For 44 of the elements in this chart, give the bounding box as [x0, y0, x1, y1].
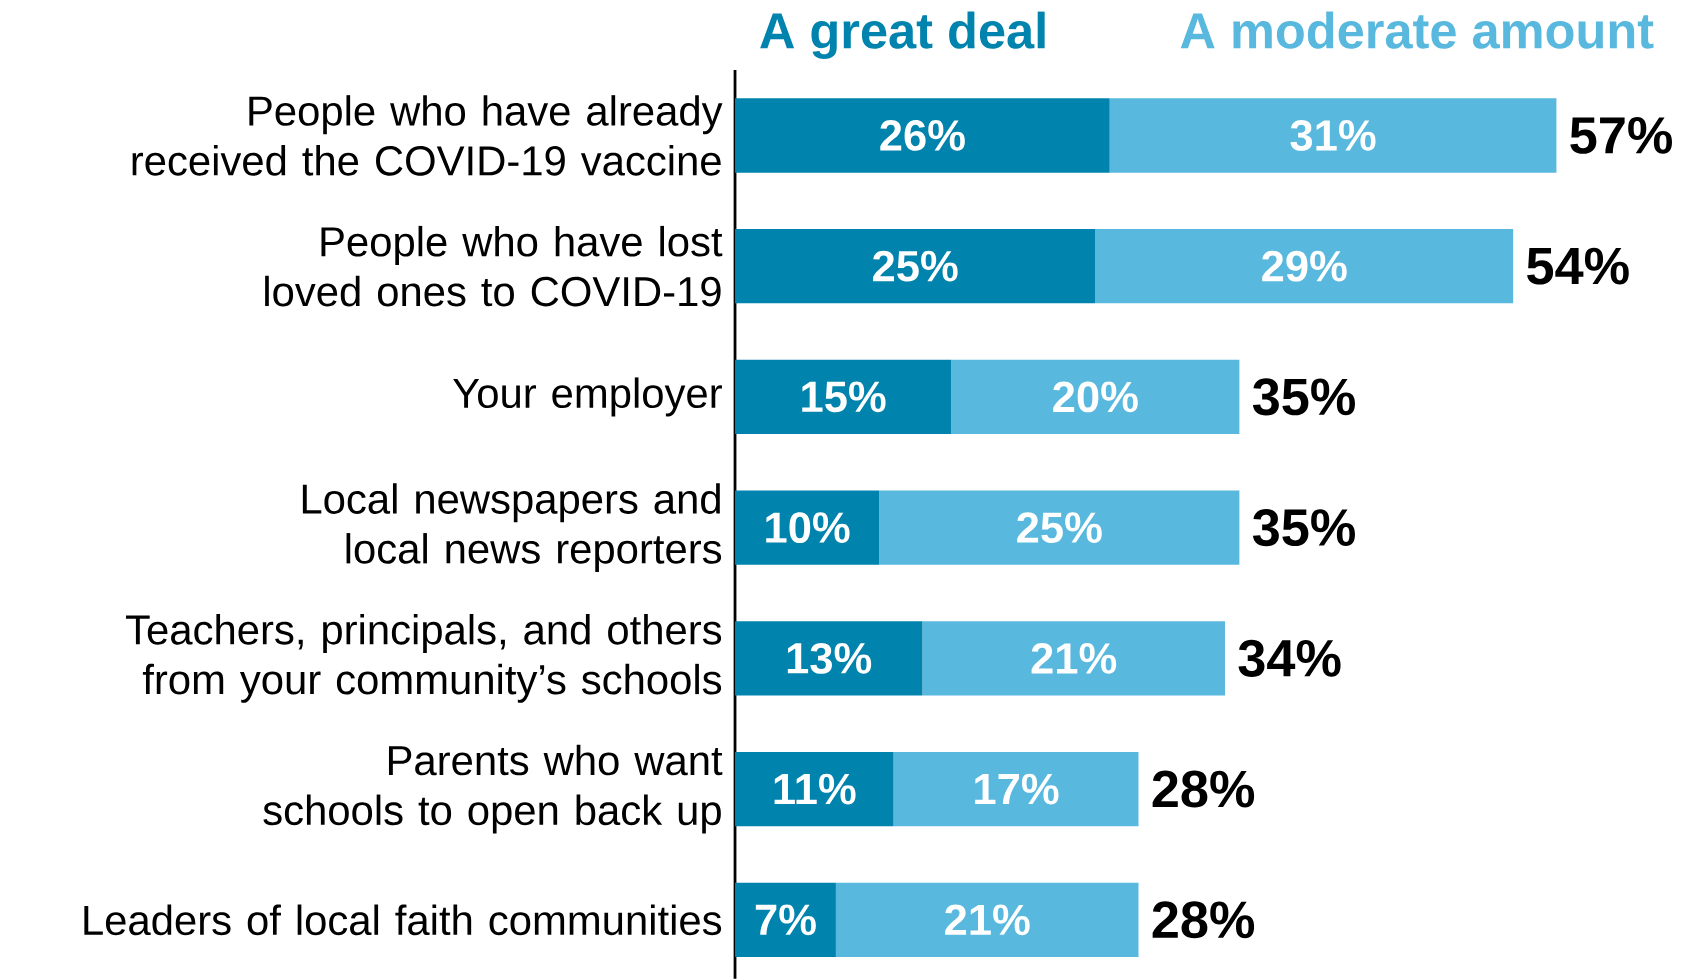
series-label: A moderate amount — [1180, 11, 1654, 49]
data-label: 7% — [755, 904, 816, 936]
data-label: 21% — [1031, 642, 1117, 674]
bar — [1109, 98, 1557, 173]
data-label: 26% — [880, 120, 965, 151]
data-label: 25% — [873, 250, 958, 282]
bar — [893, 751, 1139, 827]
bar — [835, 882, 1139, 958]
total-label: 35% — [1252, 378, 1355, 416]
series-label: A great deal — [760, 11, 1045, 59]
data-label: 10% — [766, 512, 850, 544]
total-label: 34% — [1238, 639, 1341, 677]
bar — [879, 490, 1240, 565]
bar — [735, 359, 952, 435]
y-tick-label: People who have lost loved ones to COVID-19 — [265, 225, 723, 307]
bar — [922, 621, 1225, 696]
y-tick-label: Teachers, principals, and others from your community’s schools — [126, 613, 722, 703]
total-label: 57% — [1570, 116, 1672, 154]
data-label: 20% — [1053, 381, 1138, 413]
data-label: 29% — [1262, 250, 1347, 282]
bar — [735, 751, 894, 827]
data-label: 11% — [774, 773, 856, 805]
y-tick-label: Local newspapers and local news reporters — [302, 483, 722, 573]
total-label: 28% — [1152, 770, 1255, 808]
bar — [1095, 228, 1514, 304]
bar — [951, 359, 1240, 435]
data-label: 21% — [945, 904, 1030, 936]
bar — [735, 98, 1110, 173]
y-tick-label: Parents who want schools to open back up — [263, 744, 723, 834]
bar — [735, 228, 1096, 304]
data-label: 13% — [787, 642, 872, 674]
total-label: 54% — [1527, 247, 1629, 285]
total-label: 28% — [1152, 901, 1255, 939]
data-label: 17% — [975, 773, 1059, 805]
data-label: 25% — [1017, 512, 1102, 544]
bar — [735, 882, 836, 958]
bar — [735, 490, 880, 565]
y-tick-label: Your employer — [453, 377, 722, 417]
y-tick-label: Leaders of local faith communities — [84, 904, 722, 936]
total-label: 35% — [1252, 509, 1355, 547]
data-label: 15% — [802, 381, 886, 413]
data-label: 31% — [1290, 119, 1376, 151]
bar — [735, 621, 923, 696]
y-tick-label: People who have already received the COVID-19 vaccine — [132, 95, 723, 176]
